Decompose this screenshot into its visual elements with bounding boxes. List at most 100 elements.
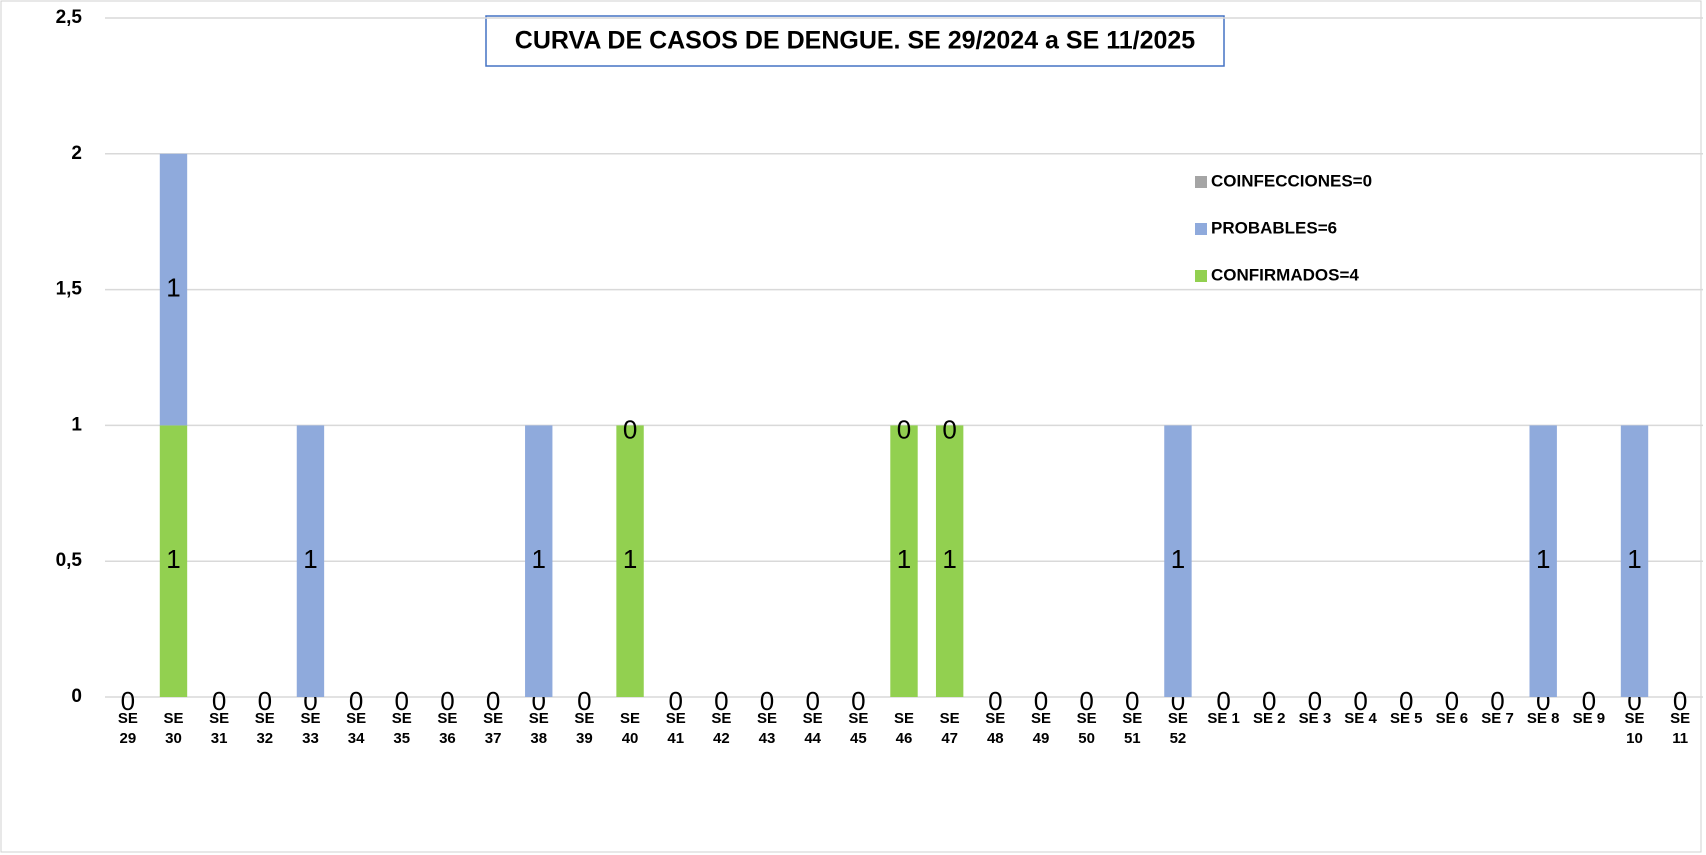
x-tick-label: SE 4 (1344, 710, 1377, 727)
bar-segment (890, 425, 918, 697)
data-label: 0 (486, 686, 500, 716)
y-tick-label: 1 (71, 414, 82, 435)
x-tick-label: SE 41 (665, 710, 686, 747)
data-label: 0 (1490, 686, 1504, 716)
data-label: 0 (897, 414, 911, 444)
data-label: 0 (212, 686, 226, 716)
data-label: 0 (1673, 686, 1687, 716)
x-tick-label: SE 9 (1572, 710, 1606, 727)
x-tick-label: SE 42 (711, 710, 732, 747)
bar-segment (296, 425, 325, 697)
data-label: 0 (1399, 686, 1413, 716)
bar-segment (1164, 425, 1192, 697)
x-tick-label: SE 39 (574, 710, 595, 747)
data-label: 0 (1353, 686, 1367, 716)
x-tick-label: SE 1 (1207, 710, 1240, 727)
data-label: 0 (714, 686, 728, 716)
x-tick-label: SE 43 (757, 710, 778, 747)
data-label: 0 (121, 686, 135, 716)
data-label: 0 (258, 686, 272, 716)
data-label: 0 (577, 686, 591, 716)
data-label: 0 (851, 686, 865, 716)
data-label: 0 (988, 686, 1002, 716)
bar-segment (1529, 425, 1557, 697)
data-label: 0 (760, 686, 774, 716)
data-label: 0 (668, 686, 682, 716)
data-label: 0 (1216, 686, 1230, 716)
data-label: 0 (623, 414, 637, 444)
data-label: 1 (897, 544, 911, 574)
bar-segment (525, 425, 553, 697)
legend-label: PROBABLES=6 (1211, 218, 1337, 237)
data-label: 0 (440, 686, 454, 716)
legend-swatch (1195, 176, 1207, 188)
y-tick-label: 0 (71, 686, 82, 707)
data-label: 0 (1079, 686, 1093, 716)
data-label: 1 (1627, 544, 1641, 574)
data-label: 1 (1536, 544, 1550, 574)
x-tick-label: SE 6 (1435, 710, 1469, 727)
x-tick-label: SE 40 (620, 710, 641, 747)
x-tick-label: SE 30 (163, 710, 184, 747)
data-label: 1 (942, 544, 956, 574)
title-box (485, 15, 1225, 67)
x-tick-label: SE 37 (483, 710, 504, 747)
x-tick-label: SE 2 (1252, 710, 1286, 727)
data-label: 0 (1308, 686, 1322, 716)
data-label: 1 (166, 272, 180, 302)
x-tick-label: SE 3 (1298, 710, 1332, 727)
x-tick-label: SE 10 (1624, 710, 1645, 747)
x-tick-label: SE 32 (254, 710, 275, 747)
x-tick-label: SE 29 (117, 710, 138, 747)
y-tick-label: 0,5 (56, 550, 83, 571)
data-label: 1 (1171, 544, 1185, 574)
x-tick-label: SE 31 (209, 710, 230, 747)
x-tick-label: SE 5 (1389, 710, 1423, 727)
data-label: 0 (395, 686, 409, 716)
data-label: 0 (1582, 686, 1596, 716)
x-tick-label: SE 52 (1167, 710, 1188, 747)
x-tick-label: SE 8 (1526, 710, 1560, 727)
x-tick-label: SE 7 (1481, 710, 1514, 727)
x-tick-label: SE 45 (848, 710, 869, 747)
data-label: 0 (1034, 686, 1048, 716)
x-tick-label: SE 35 (391, 710, 412, 747)
data-label: 1 (166, 544, 180, 574)
x-tick-label: SE 47 (939, 710, 960, 747)
legend-swatch (1195, 223, 1207, 235)
x-tick-label: SE 48 (985, 710, 1006, 747)
data-label: 0 (349, 686, 363, 716)
bar-segment (935, 425, 964, 697)
x-tick-label: SE 36 (437, 710, 458, 747)
x-tick-label: SE 38 (528, 710, 549, 747)
legend-label: COINFECCIONES=0 (1211, 171, 1372, 190)
y-tick-label: 1,5 (56, 279, 83, 300)
legend-label: CONFIRMADOS=4 (1211, 265, 1359, 284)
x-tick-label: SE 33 (300, 710, 321, 747)
data-label: 0 (1125, 686, 1139, 716)
x-tick-label: SE 11 (1670, 710, 1691, 747)
x-tick-label: SE 49 (1030, 710, 1051, 747)
data-label: 1 (532, 544, 546, 574)
x-tick-label: SE 44 (802, 710, 823, 747)
data-label: 0 (805, 686, 819, 716)
data-label: 1 (623, 544, 637, 574)
data-label: 1 (303, 544, 317, 574)
data-label: 0 (1445, 686, 1459, 716)
bar-segment (159, 153, 188, 426)
y-tick-label: 2 (71, 143, 82, 164)
legend-swatch (1195, 270, 1207, 282)
bar-segment (616, 425, 644, 697)
x-tick-label: SE 51 (1122, 710, 1143, 747)
y-tick-label: 2,5 (56, 7, 83, 28)
x-tick-label: SE 34 (346, 710, 367, 747)
chart-title: CURVA DE CASOS DE DENGUE. SE 29/2024 a S… (515, 27, 1195, 55)
x-tick-label: SE 46 (893, 710, 914, 747)
bar-segment (1620, 425, 1649, 697)
data-label: 0 (942, 414, 956, 444)
x-tick-label: SE 50 (1076, 710, 1097, 747)
bar-segment (159, 425, 188, 697)
